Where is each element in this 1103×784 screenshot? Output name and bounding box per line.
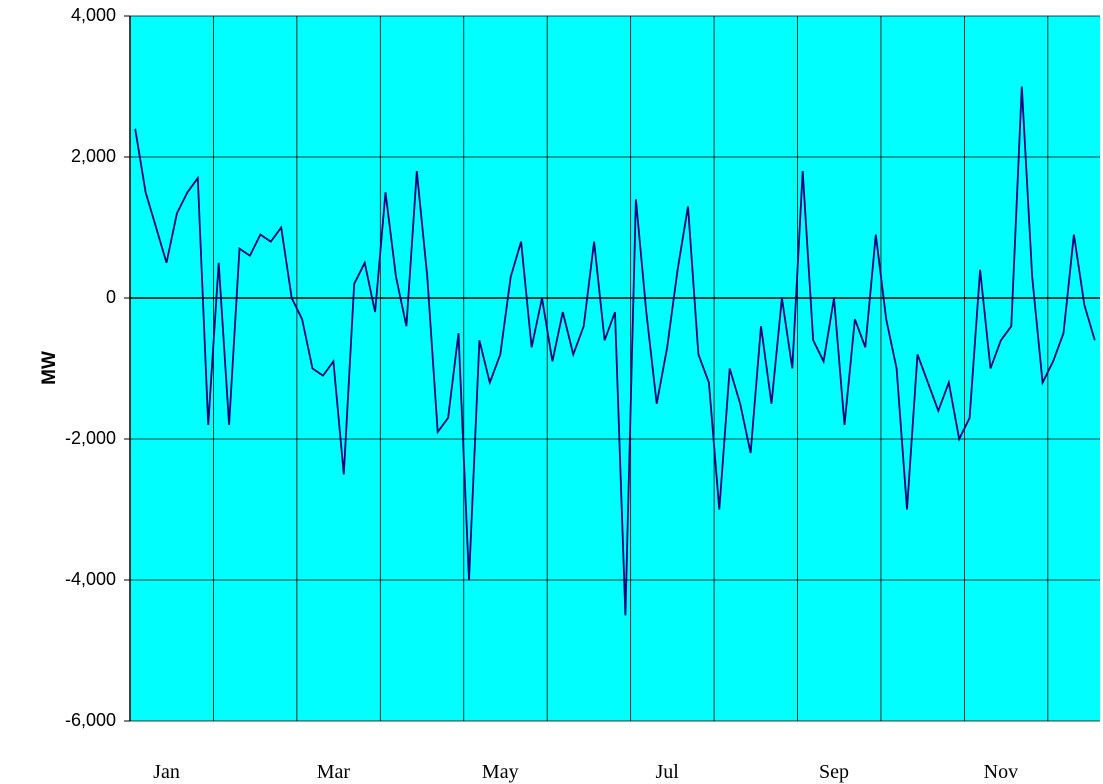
x-tick-label: May bbox=[482, 761, 519, 783]
data-line bbox=[134, 86, 1096, 616]
x-tick-label: Sep bbox=[819, 761, 849, 783]
x-tick-label: Nov bbox=[984, 761, 1018, 783]
x-tick-label: Mar bbox=[317, 761, 351, 783]
y-tick-label: 0 bbox=[106, 287, 116, 307]
y-axis-label: MW bbox=[39, 351, 60, 385]
y-tick-label: 2,000 bbox=[71, 146, 116, 166]
x-tick-label: Jan bbox=[153, 761, 180, 783]
plot-area bbox=[130, 16, 1100, 721]
y-tick-label: -6,000 bbox=[65, 710, 116, 730]
y-tick-label: 4,000 bbox=[71, 5, 116, 25]
y-tick-label: -4,000 bbox=[65, 569, 116, 589]
y-tick-label: -2,000 bbox=[65, 428, 116, 448]
x-tick-label: Jul bbox=[655, 761, 679, 783]
